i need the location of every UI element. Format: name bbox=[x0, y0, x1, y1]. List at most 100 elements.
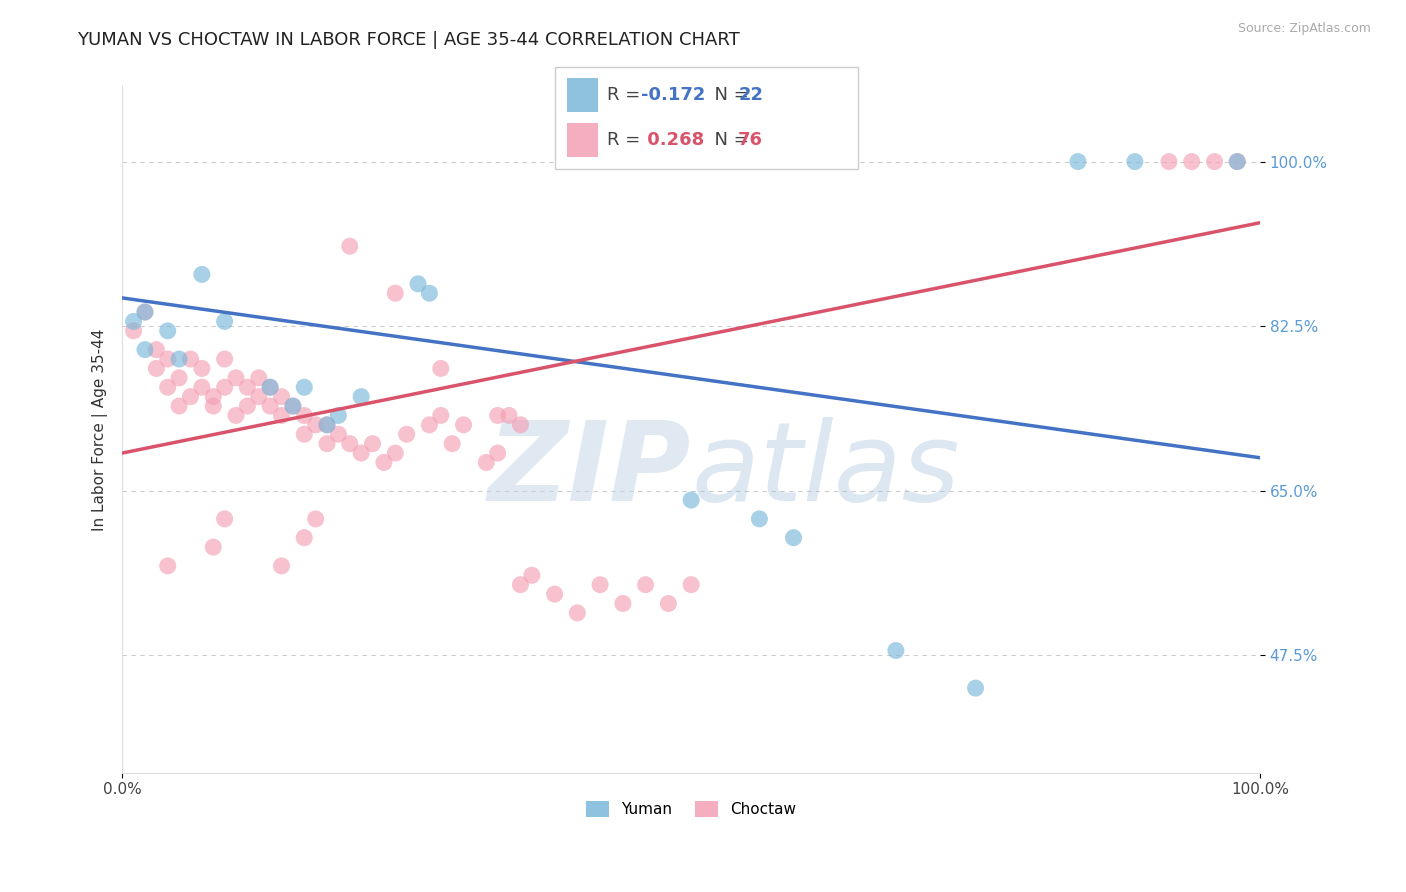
Point bbox=[782, 531, 804, 545]
Point bbox=[167, 371, 190, 385]
Text: 76: 76 bbox=[738, 131, 763, 149]
Point bbox=[509, 417, 531, 432]
Text: N =: N = bbox=[703, 87, 755, 104]
Point bbox=[543, 587, 565, 601]
Text: R =: R = bbox=[607, 131, 647, 149]
Point bbox=[373, 455, 395, 469]
Point bbox=[328, 427, 350, 442]
Point bbox=[328, 409, 350, 423]
Point bbox=[304, 417, 326, 432]
Point bbox=[156, 324, 179, 338]
Point bbox=[612, 597, 634, 611]
Point bbox=[339, 436, 361, 450]
Point bbox=[1123, 154, 1146, 169]
Point bbox=[292, 409, 315, 423]
Point bbox=[1067, 154, 1090, 169]
Text: atlas: atlas bbox=[692, 417, 960, 524]
Point bbox=[191, 268, 214, 282]
Point bbox=[122, 314, 145, 328]
Text: N =: N = bbox=[703, 131, 755, 149]
Text: 22: 22 bbox=[738, 87, 763, 104]
Point bbox=[681, 577, 703, 591]
Point bbox=[259, 399, 281, 413]
Point bbox=[145, 343, 167, 357]
Point bbox=[202, 390, 225, 404]
Point bbox=[202, 540, 225, 554]
Text: ZIP: ZIP bbox=[488, 417, 692, 524]
Point bbox=[418, 286, 440, 301]
Text: Source: ZipAtlas.com: Source: ZipAtlas.com bbox=[1237, 22, 1371, 36]
Y-axis label: In Labor Force | Age 35-44: In Labor Force | Age 35-44 bbox=[93, 328, 108, 531]
Point bbox=[281, 399, 304, 413]
Point bbox=[681, 493, 703, 508]
Point bbox=[884, 643, 907, 657]
Point bbox=[1157, 154, 1180, 169]
Point bbox=[1204, 154, 1226, 169]
Point bbox=[247, 371, 270, 385]
Point bbox=[167, 399, 190, 413]
Point bbox=[179, 352, 201, 367]
Point bbox=[339, 239, 361, 253]
Point bbox=[145, 361, 167, 376]
Text: 0.268: 0.268 bbox=[641, 131, 704, 149]
Point bbox=[214, 512, 236, 526]
Point bbox=[657, 597, 679, 611]
Point bbox=[270, 409, 292, 423]
Text: YUMAN VS CHOCTAW IN LABOR FORCE | AGE 35-44 CORRELATION CHART: YUMAN VS CHOCTAW IN LABOR FORCE | AGE 35… bbox=[77, 31, 740, 49]
Point bbox=[179, 390, 201, 404]
Point bbox=[567, 606, 589, 620]
Point bbox=[236, 380, 259, 394]
Point bbox=[167, 352, 190, 367]
Point bbox=[270, 558, 292, 573]
Point bbox=[214, 352, 236, 367]
Point bbox=[589, 577, 612, 591]
Point bbox=[134, 343, 156, 357]
Point bbox=[418, 417, 440, 432]
Point bbox=[134, 305, 156, 319]
Point bbox=[214, 314, 236, 328]
Point bbox=[441, 436, 464, 450]
Point bbox=[292, 380, 315, 394]
Point bbox=[634, 577, 657, 591]
Point bbox=[453, 417, 475, 432]
Point bbox=[509, 577, 531, 591]
Text: R =: R = bbox=[607, 87, 647, 104]
Point bbox=[202, 399, 225, 413]
Legend: Yuman, Choctaw: Yuman, Choctaw bbox=[579, 796, 803, 823]
Point bbox=[498, 409, 520, 423]
Point bbox=[270, 390, 292, 404]
Point bbox=[304, 512, 326, 526]
Point bbox=[361, 436, 384, 450]
Point bbox=[156, 352, 179, 367]
Point bbox=[316, 417, 339, 432]
Point bbox=[486, 446, 509, 460]
Point bbox=[350, 390, 373, 404]
Point bbox=[1226, 154, 1249, 169]
Point bbox=[748, 512, 770, 526]
Point bbox=[292, 427, 315, 442]
Point bbox=[316, 417, 339, 432]
Point bbox=[316, 436, 339, 450]
Point bbox=[350, 446, 373, 460]
Point bbox=[156, 558, 179, 573]
Point bbox=[520, 568, 543, 582]
Point bbox=[191, 380, 214, 394]
Point bbox=[236, 399, 259, 413]
Point bbox=[384, 446, 406, 460]
Point bbox=[965, 681, 987, 695]
Point bbox=[1226, 154, 1249, 169]
Point bbox=[1181, 154, 1204, 169]
Point bbox=[430, 409, 453, 423]
Point bbox=[134, 305, 156, 319]
Point bbox=[225, 371, 247, 385]
Text: -0.172: -0.172 bbox=[641, 87, 706, 104]
Point bbox=[486, 409, 509, 423]
Point bbox=[259, 380, 281, 394]
Point bbox=[214, 380, 236, 394]
Point bbox=[395, 427, 418, 442]
Point bbox=[384, 286, 406, 301]
Point bbox=[406, 277, 429, 291]
Point bbox=[156, 380, 179, 394]
Point bbox=[247, 390, 270, 404]
Point bbox=[430, 361, 453, 376]
